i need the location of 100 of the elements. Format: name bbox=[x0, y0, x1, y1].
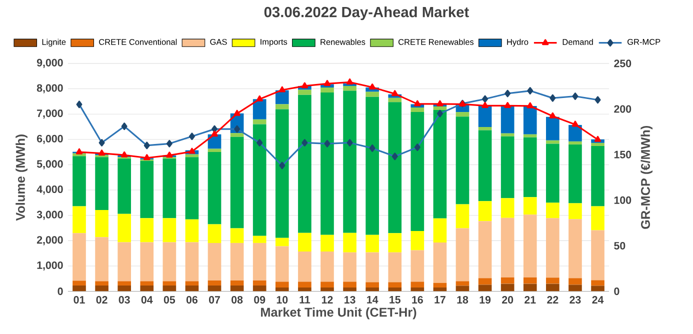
y-tick-label: 6,000 bbox=[36, 134, 63, 144]
x-tick-label: 18 bbox=[457, 296, 468, 304]
bar bbox=[185, 219, 199, 242]
legend-label: CRETE Renewables bbox=[398, 38, 474, 45]
x-tick-label: 15 bbox=[390, 296, 400, 304]
bar bbox=[208, 152, 222, 224]
point bbox=[98, 150, 106, 156]
y2-tick-label: 0 bbox=[614, 288, 620, 296]
bar bbox=[72, 156, 86, 206]
bar bbox=[366, 252, 379, 282]
x-tick-label: 21 bbox=[524, 296, 536, 304]
bar bbox=[320, 234, 334, 252]
bar bbox=[456, 286, 470, 292]
bar bbox=[320, 288, 334, 292]
point bbox=[301, 82, 308, 88]
bar bbox=[568, 284, 582, 292]
bar bbox=[591, 230, 604, 280]
x-tick-label: 19 bbox=[480, 296, 491, 304]
legend-label: Demand bbox=[562, 38, 593, 45]
y2-tick-label: 100 bbox=[614, 196, 632, 204]
y2-tick-label: 200 bbox=[614, 105, 632, 113]
bar bbox=[343, 86, 356, 91]
legend-label: Renewables bbox=[320, 38, 366, 45]
bar bbox=[568, 203, 582, 220]
bar bbox=[185, 242, 199, 282]
bar bbox=[230, 136, 244, 228]
x-tick-label: 12 bbox=[322, 296, 333, 304]
bar bbox=[523, 214, 537, 278]
x-tick-label: 22 bbox=[547, 296, 558, 304]
bar bbox=[343, 282, 356, 288]
bar bbox=[118, 158, 131, 214]
bar bbox=[456, 228, 470, 282]
x-tick-label: 01 bbox=[74, 296, 85, 304]
bar bbox=[388, 98, 402, 102]
point bbox=[278, 86, 286, 92]
y2-tick-label: 50 bbox=[614, 242, 626, 250]
bar bbox=[478, 201, 492, 222]
bar bbox=[140, 242, 154, 282]
bar bbox=[298, 232, 312, 252]
bar bbox=[591, 286, 604, 292]
x-tick-label: 04 bbox=[141, 296, 153, 304]
bar bbox=[500, 136, 514, 198]
bar bbox=[298, 288, 312, 292]
bar bbox=[252, 99, 266, 120]
point bbox=[324, 80, 331, 86]
y-tick-label: 2,000 bbox=[36, 236, 63, 246]
bar bbox=[568, 278, 582, 285]
bar bbox=[185, 281, 199, 286]
bar bbox=[252, 236, 266, 243]
bar bbox=[410, 231, 424, 250]
bar bbox=[343, 232, 356, 252]
x-tick-label: 05 bbox=[164, 296, 176, 304]
bar bbox=[523, 137, 537, 198]
bar bbox=[433, 218, 447, 242]
x-tick-label: 13 bbox=[344, 296, 356, 304]
bar bbox=[320, 92, 334, 235]
x-tick-label: 06 bbox=[186, 296, 198, 304]
x-tick-label: 17 bbox=[434, 296, 446, 304]
y-tick-label: 1,000 bbox=[37, 261, 63, 271]
bar bbox=[410, 112, 424, 232]
point bbox=[504, 102, 511, 108]
bar bbox=[366, 282, 379, 288]
bar bbox=[500, 105, 514, 134]
bar bbox=[478, 130, 492, 202]
bar bbox=[72, 206, 86, 234]
bar bbox=[230, 133, 244, 137]
bar bbox=[72, 233, 86, 281]
legend-label: CRETE Conventional bbox=[99, 38, 177, 45]
x-tick-label: 11 bbox=[300, 296, 310, 304]
bar bbox=[591, 280, 604, 286]
y2-tick-label: 150 bbox=[614, 150, 632, 158]
bar bbox=[546, 218, 560, 278]
bar bbox=[433, 106, 447, 110]
bar bbox=[500, 133, 514, 136]
bar bbox=[478, 278, 492, 285]
y-tick-label: 5,000 bbox=[36, 160, 63, 170]
bar bbox=[230, 286, 244, 292]
point bbox=[256, 95, 263, 102]
bar bbox=[118, 286, 131, 292]
bar bbox=[118, 281, 131, 286]
bar bbox=[72, 286, 86, 292]
bar bbox=[252, 124, 266, 236]
bar bbox=[500, 218, 514, 278]
y-tick-label: 7,000 bbox=[37, 110, 63, 119]
bar bbox=[568, 219, 582, 278]
bar bbox=[208, 224, 222, 243]
bar bbox=[388, 282, 402, 288]
bar bbox=[410, 108, 424, 112]
bar bbox=[275, 109, 289, 238]
bar bbox=[523, 134, 537, 138]
legend-label: GAS bbox=[210, 38, 227, 45]
bar bbox=[343, 90, 356, 233]
bar bbox=[523, 284, 537, 292]
point bbox=[414, 100, 421, 106]
bar bbox=[523, 197, 537, 215]
bar bbox=[275, 104, 289, 110]
bar bbox=[546, 144, 560, 203]
bar bbox=[118, 242, 131, 282]
point bbox=[166, 152, 173, 158]
bar bbox=[252, 286, 266, 292]
